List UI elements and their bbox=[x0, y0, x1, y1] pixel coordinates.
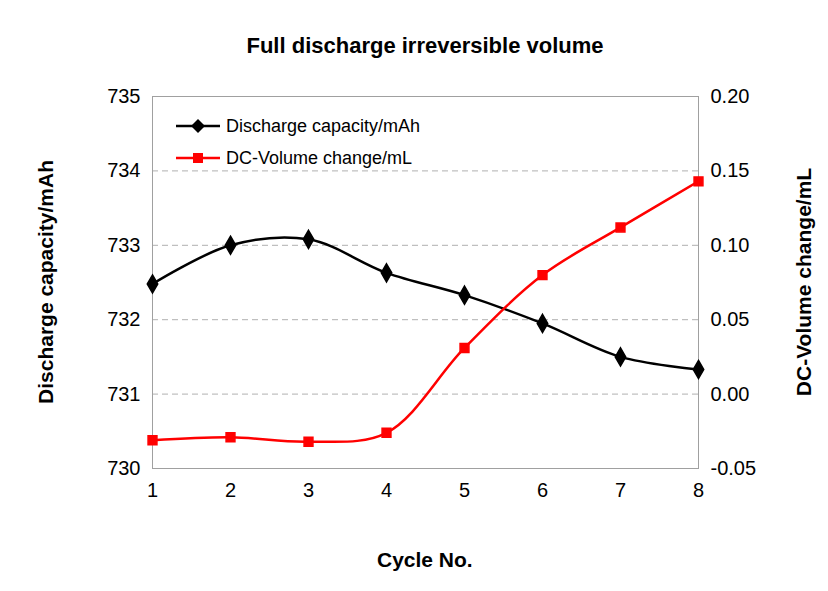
html-text:DC-Volume change/mL: DC-Volume change/mL bbox=[792, 167, 816, 397]
svg-text:0.05: 0.05 bbox=[711, 308, 750, 330]
svg-text:0.10: 0.10 bbox=[711, 234, 750, 256]
svg-text:730: 730 bbox=[107, 457, 140, 479]
svg-text:735: 735 bbox=[107, 85, 140, 107]
svg-text:7: 7 bbox=[615, 479, 626, 501]
svg-text:734: 734 bbox=[107, 159, 140, 181]
svg-text:2: 2 bbox=[225, 479, 236, 501]
svg-text:0.00: 0.00 bbox=[711, 383, 750, 405]
svg-text:1: 1 bbox=[147, 479, 158, 501]
html-text:Discharge capacity/mAh: Discharge capacity/mAh bbox=[226, 115, 421, 136]
svg-text:-0.05: -0.05 bbox=[711, 457, 757, 479]
html-text:Discharge capacity/mAh: Discharge capacity/mAh bbox=[34, 160, 57, 404]
svg-text:4: 4 bbox=[381, 479, 392, 501]
svg-text:8: 8 bbox=[693, 479, 704, 501]
svg-text:6: 6 bbox=[537, 479, 548, 501]
svg-text:0.15: 0.15 bbox=[711, 159, 750, 181]
svg-text:5: 5 bbox=[459, 479, 470, 501]
html-text:Cycle No.: Cycle No. bbox=[377, 548, 473, 571]
svg-text:0.20: 0.20 bbox=[711, 85, 750, 107]
html-text:DC-Volume change/mL: DC-Volume change/mL bbox=[226, 147, 413, 168]
svg-text:731: 731 bbox=[107, 383, 140, 405]
svg-text:3: 3 bbox=[303, 479, 314, 501]
html-text:Full discharge irreversible vo: Full discharge irreversible volume bbox=[246, 33, 604, 58]
svg-text:732: 732 bbox=[107, 308, 140, 330]
svg-text:733: 733 bbox=[107, 234, 140, 256]
